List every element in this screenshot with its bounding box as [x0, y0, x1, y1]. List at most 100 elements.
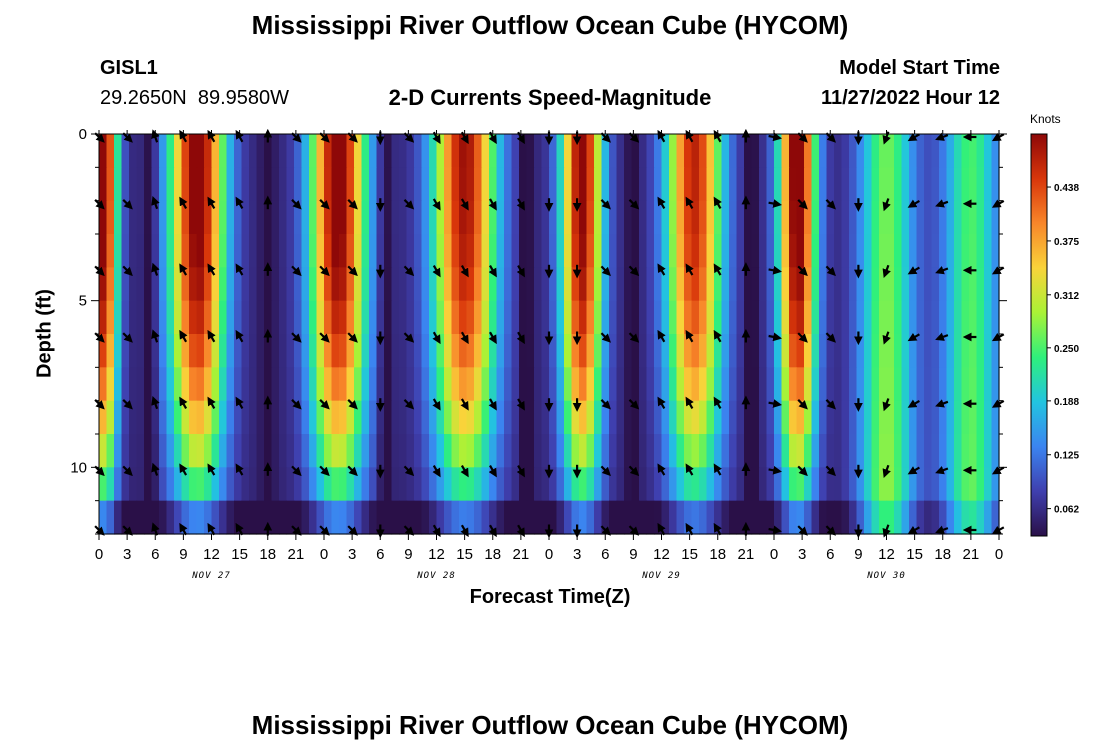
heatmap-cell — [391, 500, 400, 535]
heatmap-cell — [496, 367, 505, 402]
heatmap-cell — [819, 400, 828, 435]
heatmap-cell — [654, 434, 663, 468]
colorbar-tick-label: 0.125 — [1054, 451, 1079, 462]
heatmap-cell — [759, 367, 768, 402]
heatmap-cell — [474, 267, 483, 302]
current-vector-arrow — [516, 198, 525, 211]
heatmap-cell — [256, 334, 265, 368]
colorbar-tick-label: 0.438 — [1054, 183, 1079, 194]
heatmap-cell — [189, 367, 198, 402]
heatmap-cell — [609, 167, 618, 202]
heatmap-cell — [669, 334, 678, 368]
current-vector-arrow — [488, 265, 497, 278]
heatmap-cell — [744, 167, 753, 202]
heatmap-cell — [706, 467, 715, 502]
heatmap-cell — [219, 434, 228, 468]
heatmap-cell — [549, 134, 558, 168]
heatmap-cell — [871, 134, 880, 168]
heatmap-cell — [871, 200, 880, 235]
current-vector-arrow — [403, 332, 415, 343]
heatmap-cell — [174, 400, 183, 435]
heatmap-cell — [774, 434, 783, 468]
heatmap-cell — [811, 334, 820, 368]
heatmap-cell — [436, 300, 445, 335]
heatmap-cell — [939, 500, 948, 535]
x-tick-label: 12 — [203, 546, 220, 563]
heatmap-cell — [241, 234, 250, 268]
heatmap-cell — [639, 234, 648, 268]
heatmap-cell — [234, 134, 243, 168]
heatmap-cell — [721, 234, 730, 268]
heatmap-cell — [271, 300, 280, 335]
heatmap-cell — [624, 267, 633, 302]
heatmap-cell — [834, 467, 843, 502]
heatmap-cell — [586, 467, 595, 502]
heatmap-cell — [759, 234, 768, 268]
heatmap-cell — [736, 234, 745, 268]
heatmap-cell — [654, 467, 663, 502]
heatmap-cell — [279, 367, 288, 402]
chart-subtitle: 2-D Currents Speed-Magnitude — [388, 85, 712, 110]
heatmap-cell — [676, 167, 685, 202]
heatmap-cell — [609, 334, 618, 368]
heatmap-cell — [789, 434, 798, 468]
heatmap-cell — [886, 234, 895, 268]
heatmap-cell — [894, 267, 903, 302]
heatmap-cell — [714, 334, 723, 368]
heatmap-cell — [301, 200, 310, 235]
heatmap-cell — [826, 467, 835, 502]
heatmap-cell — [766, 200, 775, 235]
heatmap-cell — [534, 167, 543, 202]
heatmap-cell — [459, 434, 468, 468]
heatmap-cell — [766, 300, 775, 335]
heatmap-cell — [534, 400, 543, 435]
heatmap-cell — [196, 434, 205, 468]
current-vector-arrow — [516, 398, 525, 411]
current-vector-arrow — [628, 199, 640, 210]
heatmap-cell — [346, 267, 355, 302]
heatmap-cell — [271, 234, 280, 268]
heatmap-cell — [676, 334, 685, 368]
current-vector-arrow — [825, 465, 836, 477]
heatmap-cell — [976, 500, 985, 535]
heatmap-cell — [849, 334, 858, 368]
heatmap-cell — [721, 434, 730, 468]
heatmap-cell — [234, 200, 243, 235]
heatmap-cell — [804, 500, 813, 535]
x-tick-label: 6 — [601, 546, 609, 563]
heatmap-cell — [894, 500, 903, 535]
heatmap-cell — [729, 300, 738, 335]
heatmap-cell — [586, 400, 595, 435]
heatmap-cell — [361, 434, 370, 468]
heatmap-cell — [121, 267, 130, 302]
current-vector-arrow — [907, 132, 920, 142]
heatmap-cell — [601, 134, 610, 168]
heatmap-cell — [144, 167, 153, 202]
heatmap-cell — [901, 367, 910, 402]
heatmap-cell — [249, 467, 258, 502]
heatmap-cell — [871, 300, 880, 335]
heatmap-cell — [376, 134, 385, 168]
heatmap-cell — [954, 400, 963, 435]
heatmap-cell — [361, 134, 370, 168]
heatmap-cell — [856, 134, 865, 168]
heatmap-cell — [946, 200, 955, 235]
x-tick-label: 6 — [826, 546, 834, 563]
heatmap-cell — [909, 234, 918, 268]
heatmap-cell — [406, 267, 415, 302]
heatmap-cell — [714, 467, 723, 502]
heatmap-cell — [526, 334, 535, 368]
heatmap-cell — [924, 267, 933, 302]
current-vector-arrow — [797, 332, 808, 343]
heatmap-cell — [489, 500, 498, 535]
heatmap-cell — [489, 234, 498, 268]
heatmap-cell — [924, 200, 933, 235]
heatmap-cell — [849, 400, 858, 435]
heatmap-cell — [159, 300, 168, 335]
heatmap-cell — [616, 434, 625, 468]
heatmap-cell — [856, 434, 865, 468]
heatmap-cell — [399, 267, 408, 302]
current-vector-arrow — [122, 199, 133, 210]
heatmap-cell — [114, 234, 123, 268]
